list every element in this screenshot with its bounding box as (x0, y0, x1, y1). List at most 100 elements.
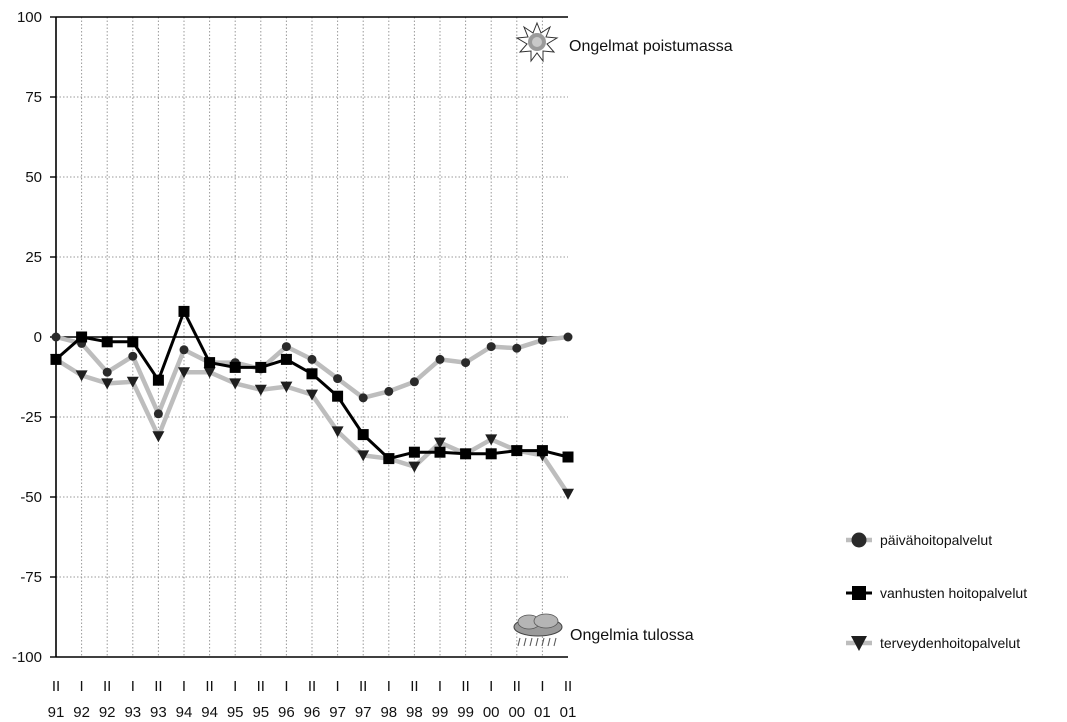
legend-marker (851, 636, 867, 651)
data-point (75, 370, 88, 382)
data-point (357, 450, 370, 462)
legend-label: päivähoitopalvelut (880, 532, 992, 548)
data-point (333, 374, 343, 384)
x-tick-year-label: 01 (534, 704, 551, 721)
data-point (485, 434, 498, 446)
data-point (563, 332, 573, 342)
y-tick-label: 100 (17, 9, 42, 26)
data-point (307, 354, 317, 364)
data-point (204, 357, 216, 369)
data-point (255, 361, 267, 373)
data-point (562, 451, 574, 463)
legend-label: vanhusten hoitopalvelut (880, 585, 1027, 601)
data-point (383, 453, 395, 465)
data-point (512, 343, 522, 353)
data-point (434, 437, 446, 449)
data-point (101, 378, 114, 390)
annotation-top-label: Ongelmat poistumassa (569, 38, 733, 55)
x-tick-half-label: I (233, 678, 237, 695)
x-tick-half-label: II (564, 678, 572, 695)
data-point (280, 353, 292, 365)
y-tick-label: -75 (20, 569, 42, 586)
data-point (306, 389, 318, 401)
x-tick-year-label: 93 (150, 704, 167, 721)
x-tick-half-label: II (154, 678, 162, 695)
y-tick-label: 25 (25, 249, 42, 266)
data-point (435, 354, 445, 364)
data-point (101, 336, 113, 348)
data-point (281, 342, 291, 352)
x-tick-half-label: II (513, 678, 521, 695)
y-tick-label: -25 (20, 409, 42, 426)
x-tick-half-label: II (461, 678, 469, 695)
legend-item-triangle: terveydenhoitopalvelut (846, 635, 1020, 651)
x-tick-year-label: 95 (227, 704, 244, 721)
x-tick-year-label: 93 (124, 704, 141, 721)
x-tick-half-label: I (387, 678, 391, 695)
x-tick-half-label: II (103, 678, 111, 695)
y-tick-label: 0 (34, 329, 42, 346)
data-point (152, 431, 165, 443)
x-tick-year-label: 97 (329, 704, 346, 721)
data-point (51, 332, 61, 342)
data-point (126, 376, 139, 388)
data-point (434, 446, 446, 458)
x-tick-half-label: I (131, 678, 135, 695)
y-tick-label: -50 (20, 489, 42, 506)
x-tick-year-label: 94 (176, 704, 193, 721)
data-point (461, 358, 471, 368)
legend-item-circle: päivähoitopalvelut (846, 532, 992, 548)
x-tick-year-label: 00 (483, 704, 500, 721)
data-point (460, 448, 472, 460)
x-axis-ticks: II91I92II92I93II93I94II94I95II95I96II96I… (48, 678, 577, 721)
legend-item-square: vanhusten hoitopalvelut (846, 585, 1027, 601)
x-tick-year-label: 96 (304, 704, 321, 721)
data-point (179, 345, 189, 355)
x-tick-year-label: 96 (278, 704, 295, 721)
data-point (332, 390, 344, 402)
data-point (153, 409, 163, 419)
rain-cloud-icon (513, 613, 563, 647)
data-point (152, 374, 164, 386)
data-point (102, 367, 112, 377)
x-tick-half-label: II (52, 678, 60, 695)
x-tick-year-label: 99 (432, 704, 449, 721)
data-point (486, 342, 496, 352)
x-tick-year-label: 99 (457, 704, 474, 721)
x-tick-year-label: 98 (380, 704, 397, 721)
series-layer (50, 305, 574, 500)
x-tick-half-label: I (336, 678, 340, 695)
data-point (331, 426, 344, 438)
x-tick-half-label: II (308, 678, 316, 695)
x-tick-year-label: 97 (355, 704, 372, 721)
y-tick-label: 50 (25, 169, 42, 186)
data-point (485, 448, 497, 460)
x-tick-half-label: I (284, 678, 288, 695)
data-point (50, 353, 62, 365)
data-point (76, 331, 88, 343)
data-point (537, 335, 547, 345)
x-tick-year-label: 91 (48, 704, 65, 721)
data-point (203, 367, 216, 379)
x-tick-half-label: II (359, 678, 367, 695)
y-tick-label: 75 (25, 89, 42, 106)
sun-icon (515, 21, 559, 63)
x-tick-half-label: II (410, 678, 418, 695)
legend: päivähoitopalvelut vanhusten hoitopalvelu… (846, 532, 1027, 651)
legend-marker (852, 586, 866, 600)
data-point (357, 429, 369, 441)
data-point (409, 377, 419, 387)
data-point (280, 381, 293, 393)
data-point (306, 368, 318, 380)
data-point (562, 488, 574, 500)
legend-marker (851, 532, 867, 548)
data-point (254, 384, 267, 396)
data-point (384, 386, 394, 396)
data-point (408, 446, 420, 458)
x-tick-year-label: 00 (508, 704, 525, 721)
y-axis-ticks: 100 75 50 25 0 -25 -50 -75 -100 (12, 9, 56, 666)
data-point (536, 445, 548, 457)
x-tick-year-label: 01 (560, 704, 577, 721)
series-square (50, 305, 574, 465)
